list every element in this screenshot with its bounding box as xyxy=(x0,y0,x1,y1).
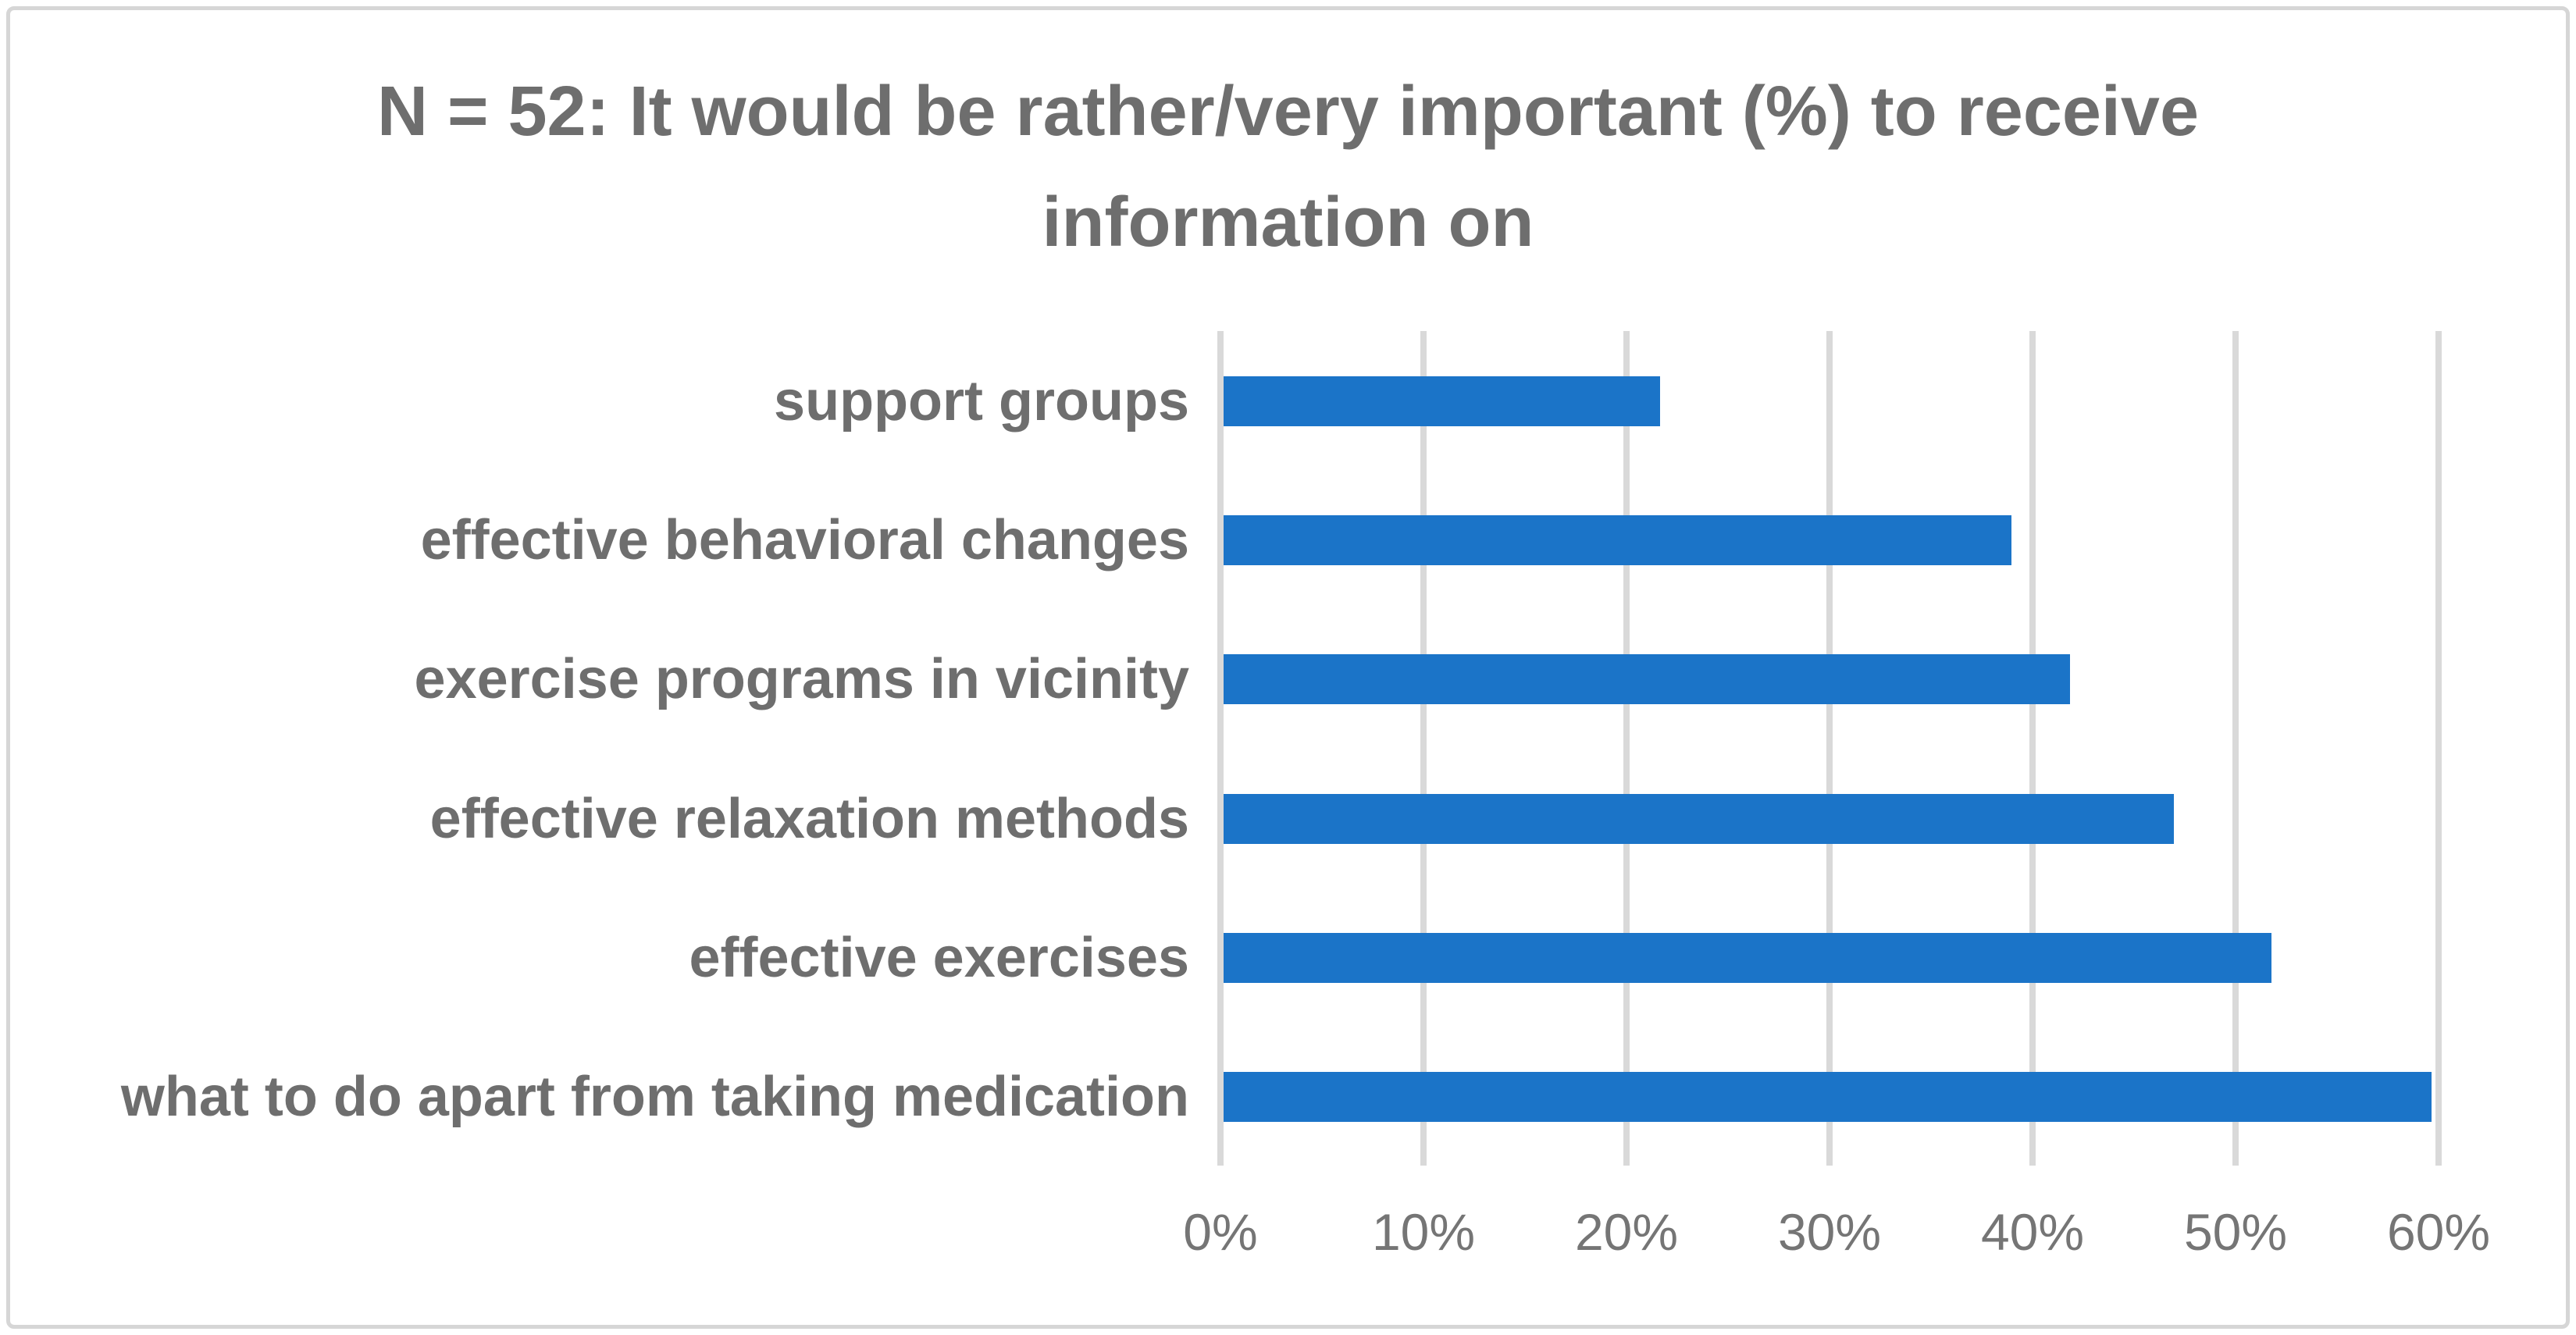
bar-effective-behavioral-changes xyxy=(1224,515,2011,566)
x-axis-tick-label: 20% xyxy=(1574,1203,1679,1261)
category-label: effective behavioral changes xyxy=(420,509,1189,572)
bar-what-to-do-apart-from-taking-medication xyxy=(1224,1072,2432,1122)
chart-title-line-2: information on xyxy=(1042,183,1534,262)
gridline xyxy=(1420,331,1427,1166)
value-axis-line xyxy=(1217,331,1224,1166)
bar-effective-exercises xyxy=(1224,932,2271,983)
plot-area xyxy=(1217,331,2442,1166)
category-label: effective relaxation methods xyxy=(429,787,1189,850)
bar-exercise-programs-in-vicinity xyxy=(1224,654,2071,705)
gridline xyxy=(1623,331,1630,1166)
x-axis-tick-label: 0% xyxy=(1183,1203,1258,1261)
chart-title: N = 52: It would be rather/very importan… xyxy=(0,56,2576,278)
x-axis-tick-label: 60% xyxy=(2386,1203,2491,1261)
category-label: support groups xyxy=(774,370,1189,433)
gridline xyxy=(2029,331,2036,1166)
gridline xyxy=(1826,331,1833,1166)
category-label: what to do apart from taking medication xyxy=(120,1066,1189,1128)
x-axis-tick-label: 10% xyxy=(1371,1203,1476,1261)
category-label: exercise programs in vicinity xyxy=(414,648,1189,711)
gridline xyxy=(2435,331,2442,1166)
x-axis-tick-label: 40% xyxy=(1980,1203,2085,1261)
chart-title-line-1: N = 52: It would be rather/very importan… xyxy=(376,73,2200,151)
category-label: effective exercises xyxy=(689,926,1189,989)
bar-support-groups xyxy=(1224,376,1660,426)
bar-effective-relaxation-methods xyxy=(1224,793,2174,844)
x-axis-tick-label: 50% xyxy=(2183,1203,2288,1261)
gridline xyxy=(2232,331,2239,1166)
x-axis-tick-label: 30% xyxy=(1777,1203,1882,1261)
